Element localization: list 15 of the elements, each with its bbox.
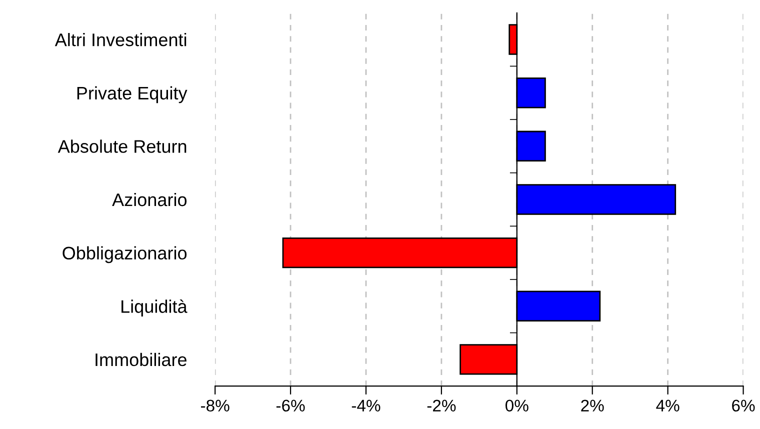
y-tick-label: Immobiliare [96,352,187,366]
x-tick-label: 6% [732,400,755,412]
y-tick-label: Azionario [112,192,187,206]
x-tick-label: -6% [276,400,305,412]
x-tick-label: 4% [656,400,680,412]
y-tick-label: Obbligazionario [62,246,187,264]
y-tick-label: Private Equity [77,86,188,104]
y-tick-label: Liquidità [122,299,188,317]
x-tick-label: -4% [352,400,380,412]
x-tick-label: 0% [506,400,528,412]
x-tick-label: 2% [581,400,604,412]
y-tick-label: Altri Investimenti [54,32,186,46]
y-tick-label: Absolute Return [58,140,186,153]
x-tick-label: -2% [427,400,456,412]
x-tick-label: -8% [201,400,230,412]
